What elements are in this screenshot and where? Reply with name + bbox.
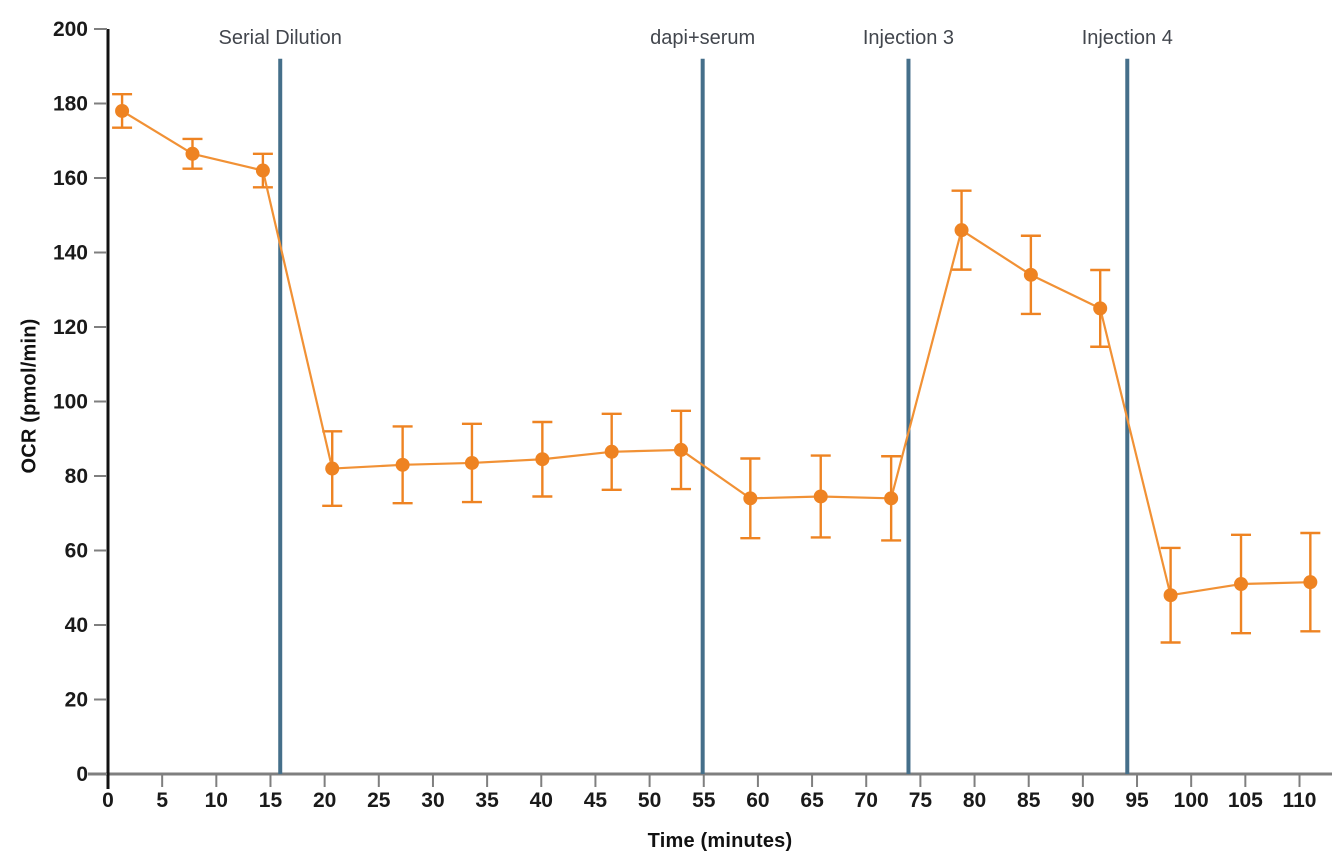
event-label: Injection 4 — [1082, 27, 1173, 49]
data-point-marker — [884, 491, 899, 506]
y-tick-label: 40 — [65, 614, 88, 637]
x-tick-label: 90 — [1071, 789, 1094, 812]
x-tick-label: 25 — [367, 789, 391, 812]
y-tick-label: 60 — [65, 540, 88, 563]
y-tick-label: 20 — [65, 689, 88, 712]
data-point-marker — [464, 455, 479, 470]
data-point-marker — [813, 489, 828, 504]
x-tick-label: 35 — [475, 789, 499, 812]
event-label: Serial Dilution — [219, 27, 342, 49]
data-point-marker — [1163, 588, 1178, 603]
data-point-marker — [255, 163, 270, 178]
x-tick-label: 30 — [421, 789, 444, 812]
x-tick-label: 100 — [1174, 789, 1209, 812]
x-tick-label: 65 — [800, 789, 824, 812]
x-tick-label: 15 — [259, 789, 283, 812]
x-tick-label: 105 — [1228, 789, 1263, 812]
data-point-marker — [115, 103, 130, 118]
event-label: dapi+serum — [650, 27, 755, 49]
x-tick-label: 110 — [1283, 789, 1317, 812]
data-point-marker — [1234, 577, 1249, 592]
data-point-marker — [743, 491, 758, 506]
x-tick-label: 75 — [909, 789, 933, 812]
x-tick-label: 60 — [746, 789, 769, 812]
data-point-marker — [604, 444, 619, 459]
data-point-marker — [1093, 301, 1108, 316]
data-point-marker — [954, 223, 969, 238]
x-tick-label: 95 — [1125, 789, 1149, 812]
x-tick-label: 0 — [102, 789, 114, 812]
data-series-line — [121, 110, 1311, 597]
data-point-marker — [395, 457, 410, 472]
data-point-marker — [535, 452, 550, 467]
data-point-marker — [1023, 267, 1038, 282]
y-tick-label: 160 — [53, 167, 88, 190]
data-point-marker — [325, 461, 340, 476]
x-tick-label: 80 — [963, 789, 986, 812]
y-tick-label: 120 — [53, 316, 88, 339]
x-tick-label: 20 — [313, 789, 336, 812]
x-tick-label: 10 — [205, 789, 228, 812]
y-tick-label: 180 — [53, 93, 88, 116]
x-tick-label: 50 — [638, 789, 661, 812]
x-tick-label: 40 — [530, 789, 553, 812]
x-tick-label: 55 — [692, 789, 716, 812]
x-tick-label: 70 — [855, 789, 878, 812]
y-tick-label: 80 — [65, 465, 88, 488]
x-tick-label: 5 — [156, 789, 168, 812]
y-axis-title: OCR (pmol/min) — [18, 318, 41, 474]
data-point-marker — [674, 442, 689, 457]
data-point-marker — [185, 146, 200, 161]
y-tick-label: 140 — [53, 242, 88, 265]
y-tick-label: 0 — [76, 763, 88, 786]
data-point-marker — [1303, 575, 1318, 590]
x-tick-label: 85 — [1017, 789, 1041, 812]
y-tick-label: 200 — [53, 18, 88, 41]
x-axis-title: Time (minutes) — [647, 830, 793, 852]
x-tick-label: 45 — [584, 789, 608, 812]
y-tick-label: 100 — [53, 391, 88, 414]
event-label: Injection 3 — [863, 27, 954, 49]
